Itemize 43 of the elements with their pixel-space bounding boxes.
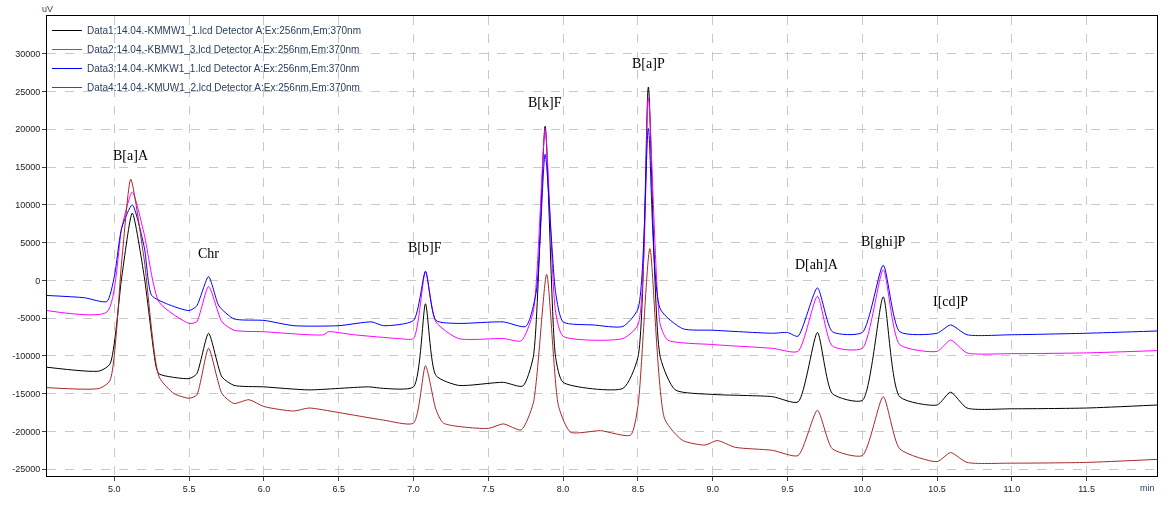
line-series xyxy=(47,97,1157,355)
x-axis-title: min xyxy=(1140,483,1155,493)
legend-label: Data4:14.04.-KMUW1_2.lcd Detector A:Ex:256nm,Em:370nm xyxy=(87,82,360,94)
x-tick-label: 8.5 xyxy=(631,483,645,494)
y-tick-label: 30000 xyxy=(15,48,41,59)
line-series xyxy=(47,128,1157,337)
y-tick-label: 15000 xyxy=(15,162,41,173)
x-tick-label: 7.0 xyxy=(407,483,420,494)
annotation: I[cd]P xyxy=(933,294,969,309)
x-tick-label: 7.5 xyxy=(482,483,495,494)
annotation: D[ah]A xyxy=(795,257,839,272)
legend-label: Data3:14.04.-KMKW1_1.lcd Detector A:Ex:256nm,Em:370nm xyxy=(87,63,360,75)
x-tick-label: 10.5 xyxy=(928,483,946,494)
x-tick-label: 6.0 xyxy=(257,483,271,494)
line-series xyxy=(47,178,1157,464)
legend-label: Data1:14.04.-KMMW1_1.lcd Detector A:Ex:256nm,Em:370nm xyxy=(87,25,362,37)
y-tick-label: 5000 xyxy=(20,237,41,248)
x-tick-label: 10.0 xyxy=(853,483,872,494)
legend-label: Data2:14.04.-KBMW1_3.lcd Detector A:Ex:256nm,Em:370nm xyxy=(87,44,360,56)
x-tick-label: 5.5 xyxy=(182,483,196,494)
annotation: B[ghi]P xyxy=(861,234,906,249)
annotation: B[a]A xyxy=(113,148,149,163)
x-tick-label: 8.0 xyxy=(556,483,570,494)
y-tick-label: 20000 xyxy=(15,124,41,135)
y-tick-label: 0 xyxy=(35,275,41,286)
y-tick-label: -10000 xyxy=(12,351,41,362)
y-tick-label: -5000 xyxy=(17,313,41,324)
y-tick-label: 25000 xyxy=(15,86,41,97)
annotation: B[b]F xyxy=(408,240,442,255)
x-tick-label: 11.5 xyxy=(1078,483,1096,494)
y-tick-label: -15000 xyxy=(12,388,41,399)
x-tick-label: 9.5 xyxy=(781,483,794,494)
x-tick-label: 6.5 xyxy=(332,483,345,494)
annotation: Chr xyxy=(198,246,220,261)
y-tick-label: -25000 xyxy=(12,464,41,475)
annotation: B[a]P xyxy=(632,56,665,71)
y-tick-label: -20000 xyxy=(12,426,41,437)
annotation: B[k]F xyxy=(528,95,562,110)
y-axis-title: uV xyxy=(42,4,54,14)
x-tick-label: 9.0 xyxy=(706,483,719,494)
y-tick-label: 10000 xyxy=(15,199,41,210)
x-tick-label: 5.0 xyxy=(108,483,121,494)
x-tick-label: 11.0 xyxy=(1003,483,1021,494)
